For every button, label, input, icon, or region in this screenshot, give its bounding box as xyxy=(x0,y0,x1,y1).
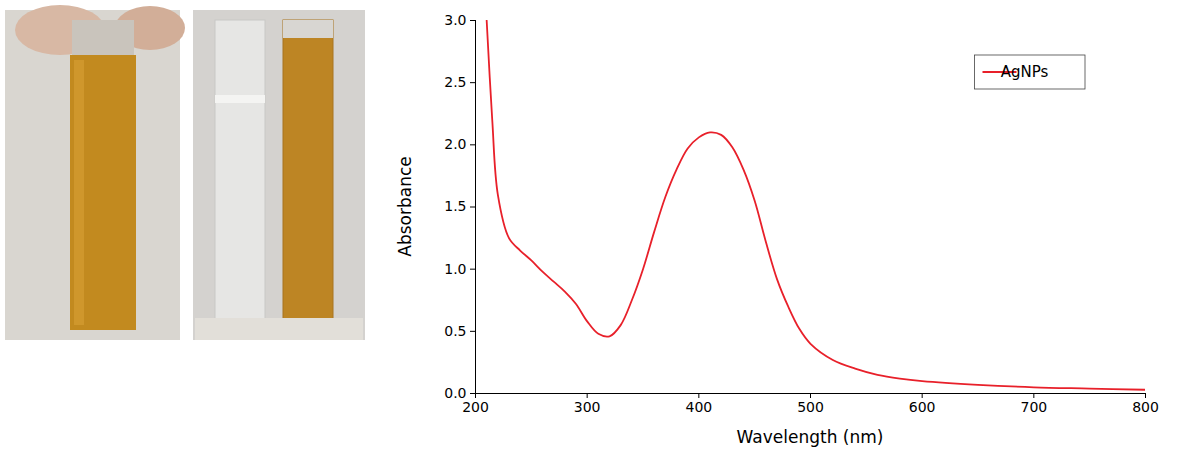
svg-text:2.5: 2.5 xyxy=(444,74,466,90)
svg-text:300: 300 xyxy=(574,399,601,415)
svg-text:600: 600 xyxy=(909,399,936,415)
svg-text:1.0: 1.0 xyxy=(444,261,466,277)
svg-text:400: 400 xyxy=(685,399,712,415)
svg-text:0.5: 0.5 xyxy=(444,323,466,339)
svg-text:3.0: 3.0 xyxy=(444,12,466,28)
svg-text:2.0: 2.0 xyxy=(444,136,466,152)
svg-text:200: 200 xyxy=(462,399,489,415)
svg-text:700: 700 xyxy=(1020,399,1047,415)
svg-text:AgNPs: AgNPs xyxy=(1001,63,1049,81)
svg-text:800: 800 xyxy=(1132,399,1159,415)
svg-text:Wavelength (nm): Wavelength (nm) xyxy=(737,427,884,447)
svg-text:Absorbance: Absorbance xyxy=(395,156,415,256)
svg-text:1.5: 1.5 xyxy=(444,198,466,214)
svg-text:0.0: 0.0 xyxy=(444,385,466,401)
svg-text:500: 500 xyxy=(797,399,824,415)
